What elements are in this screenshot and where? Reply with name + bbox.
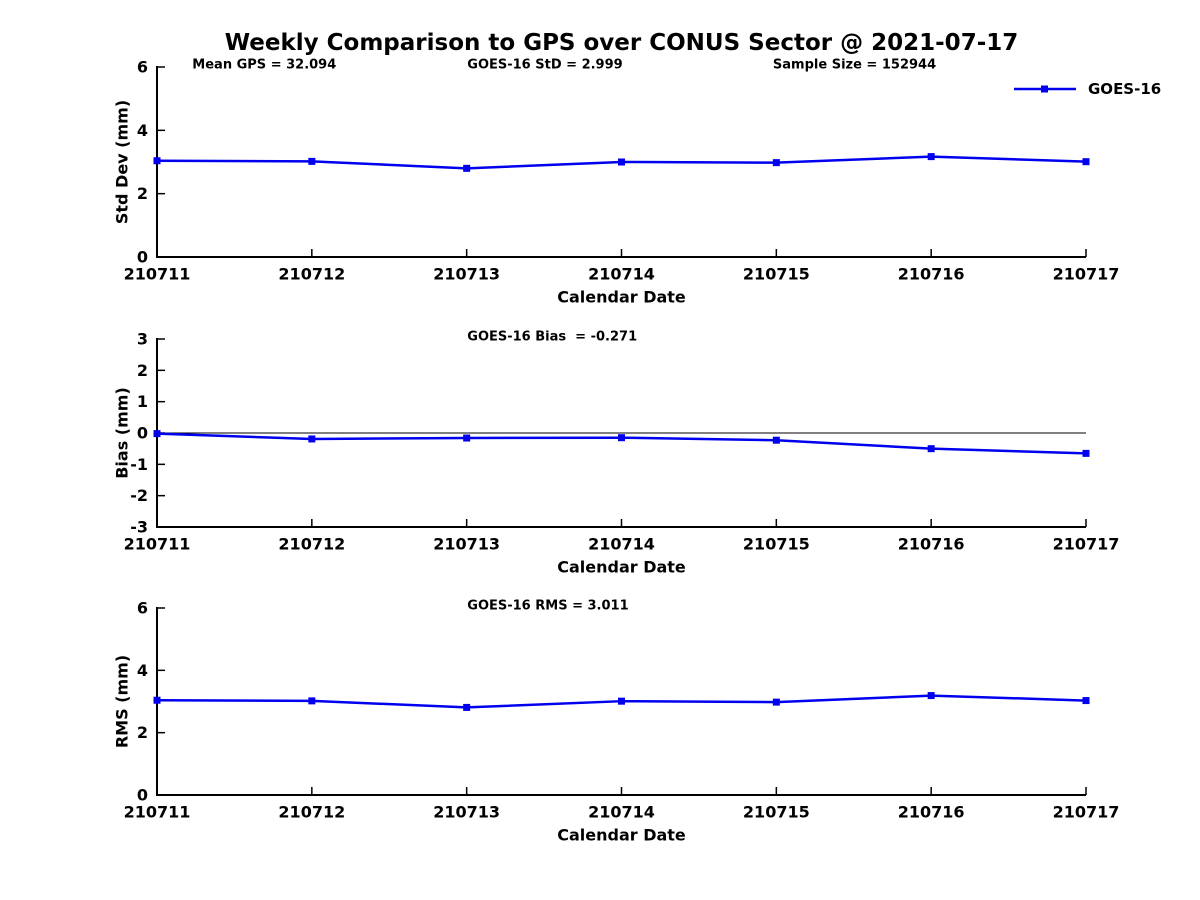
data-point-marker <box>772 159 780 167</box>
x-tick-label: 210715 <box>743 265 810 284</box>
x-tick-label: 210716 <box>898 535 965 554</box>
x-axis-label: Calendar Date <box>557 826 686 845</box>
y-axis-label: Std Dev (mm) <box>113 100 132 224</box>
x-tick-label: 210716 <box>898 803 965 822</box>
x-tick-label: 210713 <box>433 803 500 822</box>
y-tick-label: -3 <box>130 518 148 537</box>
data-point-marker <box>927 445 935 453</box>
subplot-rms-mm: 0 2 4 6 210711 210712 210713 210714 210715 210716… <box>113 599 1120 845</box>
legend: GOES-16 <box>1012 80 1162 98</box>
x-tick-label: 210715 <box>743 803 810 822</box>
legend-line-icon <box>1014 85 1076 93</box>
x-tick-label: 210711 <box>124 265 191 284</box>
data-point-marker <box>1082 158 1090 166</box>
data-point-marker <box>618 434 625 442</box>
y-tick-label: 2 <box>137 361 148 380</box>
y-axis-label: RMS (mm) <box>113 655 132 748</box>
y-tick-label: 6 <box>137 58 148 77</box>
y-tick-label: 4 <box>137 661 148 680</box>
data-point-marker <box>308 157 316 165</box>
y-tick-label: -1 <box>130 455 148 474</box>
data-point-marker <box>463 164 471 172</box>
x-tick-label: 210717 <box>1053 803 1120 822</box>
annotation: GOES-16 RMS = 3.011 <box>467 599 628 614</box>
data-point-marker <box>153 696 161 704</box>
x-tick-label: 210714 <box>588 535 655 554</box>
chart-title: Weekly Comparison to GPS over CONUS Sect… <box>224 30 1019 56</box>
x-tick-label: 210714 <box>588 803 655 822</box>
legend-label: GOES-16 <box>1088 80 1162 98</box>
data-point-marker <box>153 430 161 438</box>
y-tick-label: 1 <box>137 392 148 411</box>
data-point-marker <box>1082 449 1090 457</box>
data-point-marker <box>927 153 935 161</box>
y-tick-label: 3 <box>137 330 148 349</box>
y-tick-label: -2 <box>130 486 148 505</box>
x-tick-label: 210713 <box>433 535 500 554</box>
data-point-marker <box>772 698 780 706</box>
annotation: GOES-16 StD = 2.999 <box>467 58 622 73</box>
annotation: Mean GPS = 32.094 <box>192 58 336 73</box>
x-tick-label: 210712 <box>278 265 345 284</box>
data-point-marker <box>463 434 471 442</box>
data-point-marker <box>1082 697 1090 705</box>
x-tick-label: 210715 <box>743 535 810 554</box>
subplot-bias-mm: -3 -2 -1 0 1 2 3 210711 210712 210713 210714 210715… <box>113 330 1120 577</box>
data-point-marker <box>153 157 161 165</box>
data-point-marker <box>308 435 316 443</box>
y-tick-label: 0 <box>137 248 148 267</box>
x-axis-label: Calendar Date <box>557 288 686 307</box>
y-tick-label: 4 <box>137 121 148 140</box>
y-tick-label: 2 <box>137 184 148 203</box>
x-tick-label: 210716 <box>898 265 965 284</box>
x-axis-label: Calendar Date <box>557 558 686 577</box>
y-tick-label: 6 <box>137 599 148 618</box>
x-tick-label: 210712 <box>278 803 345 822</box>
x-tick-label: 210711 <box>124 803 191 822</box>
subplot-std-dev-mm: 0 2 4 6 210711 210712 210713 210714 210715 210716… <box>113 58 1120 307</box>
data-point-marker <box>927 692 935 700</box>
x-tick-label: 210717 <box>1053 265 1120 284</box>
annotation: Sample Size = 152944 <box>773 58 936 73</box>
data-point-marker <box>463 703 471 711</box>
y-axis-label: Bias (mm) <box>113 387 132 479</box>
data-point-marker <box>772 436 780 444</box>
data-point-marker <box>308 697 316 705</box>
x-tick-label: 210713 <box>433 265 500 284</box>
y-tick-label: 0 <box>137 786 148 805</box>
x-tick-label: 210714 <box>588 265 655 284</box>
x-tick-label: 210712 <box>278 535 345 554</box>
x-tick-label: 210711 <box>124 535 191 554</box>
y-tick-label: 0 <box>137 424 148 443</box>
y-tick-label: 2 <box>137 723 148 742</box>
annotation: GOES-16 Bias = -0.271 <box>467 330 637 345</box>
x-tick-label: 210717 <box>1053 535 1120 554</box>
data-point-marker <box>618 158 625 166</box>
data-point-marker <box>618 697 625 705</box>
